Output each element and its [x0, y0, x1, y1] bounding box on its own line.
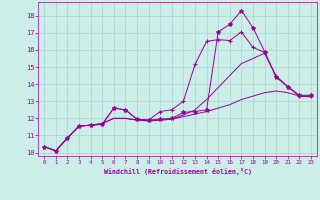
X-axis label: Windchill (Refroidissement éolien,°C): Windchill (Refroidissement éolien,°C) [104, 168, 252, 175]
